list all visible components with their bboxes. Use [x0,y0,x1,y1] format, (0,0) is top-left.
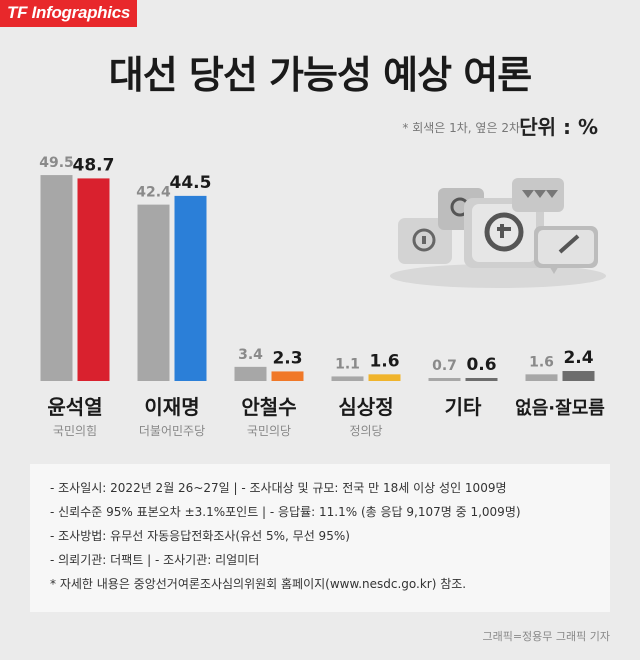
data-label-first-round: 1.1 [335,356,360,372]
graphic-credit: 그래픽=정용무 그래픽 기자 [482,630,610,643]
bar-second-round [271,371,304,381]
party-label: 국민의힘 [53,424,97,438]
survey-info-box: - 조사일시: 2022년 2월 26~27일 | - 조사대상 및 규모: 전… [30,464,610,612]
category-label: 기타 [445,395,482,419]
data-label-second-round: 0.6 [466,355,496,375]
category-label: 이재명 [144,395,199,419]
data-label-second-round: 2.4 [563,348,593,368]
party-label: 더불어민주당 [139,424,205,438]
data-label-second-round: 1.6 [369,351,399,371]
page-title: 대선 당선 가능성 예상 여론 [108,53,532,97]
bar-first-round [40,175,73,381]
brand-logo: TF Infographics [0,0,138,27]
bar-second-round [465,378,498,381]
data-label-first-round: 3.4 [238,347,263,363]
bar-first-round [428,378,461,381]
bar-second-round [77,178,110,381]
unit-label: 단위 : % [519,115,598,139]
category-label: 안철수 [241,395,296,419]
data-label-first-round: 1.6 [529,354,554,370]
party-label: 정의당 [349,424,382,438]
bar-second-round [562,371,595,381]
survey-info-line: - 의뢰기관: 더팩트 | - 조사기관: 리얼미터 [50,553,260,567]
data-label-second-round: 48.7 [73,155,115,175]
category-label: 없음·잘모름 [515,398,605,419]
category-label: 윤석열 [47,395,102,419]
speech-bubbles-icon [390,178,606,288]
data-label-first-round: 0.7 [432,358,457,374]
legend-note: * 회색은 1차, 옆은 2차 [402,121,520,135]
survey-info-line: - 조사일시: 2022년 2월 26~27일 | - 조사대상 및 규모: 전… [50,481,507,495]
party-label: 국민의당 [247,424,291,438]
bar-second-round [368,374,401,381]
data-label-first-round: 42.4 [136,185,171,201]
bar-second-round [174,195,207,381]
data-label-first-round: 49.5 [39,155,74,171]
survey-info-line: - 신뢰수준 95% 표본오차 ±3.1%포인트 | - 응답률: 11.1% … [50,505,521,519]
bar-first-round [331,376,364,381]
bar-first-round [525,374,558,381]
data-label-second-round: 44.5 [170,173,212,193]
bar-first-round [137,204,170,381]
category-label: 심상정 [338,395,393,419]
bar-first-round [234,366,267,381]
survey-info-line: * 자세한 내용은 중앙선거여론조사심의위원회 홈페이지(www.nesdc.g… [50,577,467,591]
data-label-second-round: 2.3 [272,348,302,368]
survey-info-line: - 조사방법: 유무선 자동응답전화조사(유선 5%, 무선 95%) [50,529,350,543]
